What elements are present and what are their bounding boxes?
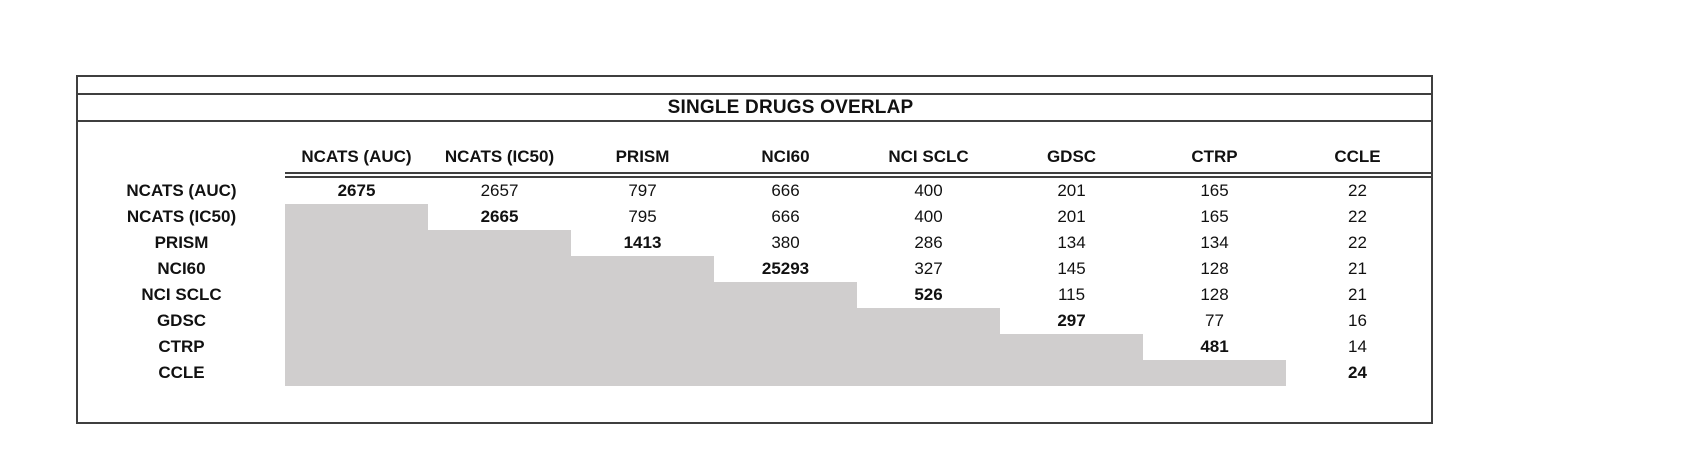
- column-header-2: NCATS (IC50): [444, 147, 555, 166]
- matrix-cell: 134: [1057, 233, 1086, 252]
- matrix-cell-empty: [428, 360, 571, 386]
- matrix-cell-empty: [1000, 360, 1143, 386]
- matrix-cell: 22: [1348, 181, 1367, 200]
- column-header-7: CTRP: [1191, 147, 1238, 166]
- header-row: NCATS (AUC) NCATS (IC50) PRISM NCI60 NCI SCL…: [78, 122, 1431, 172]
- matrix-cell-empty: [285, 282, 428, 308]
- matrix-cell: 22: [1348, 207, 1367, 226]
- table-row: NCATS (IC50) 2665 795 666 400 201 165 22: [78, 204, 1431, 230]
- row-label: CTRP: [158, 337, 205, 356]
- matrix-cell: 400: [914, 181, 943, 200]
- matrix-cell-empty: [285, 256, 428, 282]
- matrix-cell: 286: [914, 233, 943, 252]
- matrix-cell: 128: [1200, 285, 1229, 304]
- row-label: GDSC: [156, 311, 207, 330]
- matrix-cell: 400: [914, 207, 943, 226]
- matrix-cell-empty: [285, 334, 428, 360]
- matrix-cell: 666: [771, 181, 800, 200]
- matrix-cell-empty: [1000, 334, 1143, 360]
- table-row: NCI60 25293 327 145 128 21: [78, 256, 1431, 282]
- matrix-cell-empty: [428, 230, 571, 256]
- matrix-cell-empty: [857, 334, 1000, 360]
- matrix-cell-diagonal: 297: [1057, 311, 1086, 330]
- column-header-8: CCLE: [1334, 147, 1381, 166]
- matrix-cell-empty: [714, 308, 857, 334]
- matrix-cell: 115: [1057, 285, 1086, 304]
- matrix-cell: 165: [1200, 181, 1229, 200]
- matrix-cell-empty: [285, 360, 428, 386]
- table-row: CCLE 24: [78, 360, 1431, 386]
- column-header-3: PRISM: [615, 147, 670, 166]
- matrix-cell-empty: [571, 282, 714, 308]
- row-label: NCATS (AUC): [126, 181, 237, 200]
- overlap-table: SINGLE DRUGS OVERLAP NCATS (AUC) NCATS (I…: [76, 75, 1433, 424]
- matrix-body: NCATS (AUC) 2675 2657 797 666 400 201 165 22 NCAT…: [78, 178, 1431, 386]
- matrix-cell: 201: [1057, 207, 1086, 226]
- matrix-cell-empty: [428, 256, 571, 282]
- row-label: PRISM: [154, 233, 209, 252]
- matrix-cell: 77: [1205, 311, 1224, 330]
- row-label: NCI SCLC: [141, 285, 222, 304]
- matrix-cell: 165: [1200, 207, 1229, 226]
- table-row: CTRP 481 14: [78, 334, 1431, 360]
- matrix-cell: 145: [1057, 259, 1086, 278]
- matrix-cell-empty: [857, 308, 1000, 334]
- table-row: PRISM 1413 380 286 134 134 22: [78, 230, 1431, 256]
- overlap-matrix: NCATS (AUC) NCATS (IC50) PRISM NCI60 NCI SCL…: [78, 122, 1431, 386]
- top-spacer-row: [78, 77, 1431, 95]
- matrix-cell: 22: [1348, 233, 1367, 252]
- matrix-cell: 327: [914, 259, 943, 278]
- matrix-cell-empty: [428, 282, 571, 308]
- matrix-cell: 797: [628, 181, 657, 200]
- matrix-cell-empty: [714, 360, 857, 386]
- matrix-cell-diagonal: 2665: [480, 207, 519, 226]
- matrix-cell-diagonal: 526: [914, 285, 943, 304]
- matrix-cell-empty: [714, 334, 857, 360]
- table-row: GDSC 297 77 16: [78, 308, 1431, 334]
- matrix-cell: 21: [1348, 285, 1367, 304]
- matrix-cell: 134: [1200, 233, 1229, 252]
- matrix-cell-empty: [285, 204, 428, 230]
- matrix-cell-empty: [714, 282, 857, 308]
- matrix-cell-empty: [571, 256, 714, 282]
- row-label: CCLE: [158, 363, 205, 382]
- matrix-cell-empty: [428, 308, 571, 334]
- matrix-cell-diagonal: 24: [1348, 363, 1367, 382]
- matrix-cell: 666: [771, 207, 800, 226]
- matrix-cell: 201: [1057, 181, 1086, 200]
- matrix-cell-empty: [857, 360, 1000, 386]
- matrix-cell: 795: [628, 207, 657, 226]
- column-header-4: NCI60: [761, 147, 810, 166]
- column-header-6: GDSC: [1046, 147, 1097, 166]
- matrix-cell: 21: [1348, 259, 1367, 278]
- row-label: NCI60: [157, 259, 206, 278]
- table-title: SINGLE DRUGS OVERLAP: [78, 95, 1431, 122]
- matrix-cell-diagonal: 1413: [623, 233, 662, 252]
- matrix-cell: 16: [1348, 311, 1367, 330]
- matrix-cell-empty: [285, 230, 428, 256]
- matrix-cell: 128: [1200, 259, 1229, 278]
- matrix-cell-diagonal: 25293: [761, 259, 810, 278]
- matrix-cell-empty: [428, 334, 571, 360]
- matrix-cell-empty: [1143, 360, 1286, 386]
- column-header-1: NCATS (AUC): [301, 147, 412, 166]
- table-row: NCI SCLC 526 115 128 21: [78, 282, 1431, 308]
- matrix-cell-diagonal: 2675: [337, 181, 376, 200]
- matrix-cell-empty: [571, 308, 714, 334]
- matrix-cell-empty: [571, 334, 714, 360]
- matrix-cell-empty: [571, 360, 714, 386]
- table-row: NCATS (AUC) 2675 2657 797 666 400 201 165 22: [78, 178, 1431, 204]
- matrix-cell-diagonal: 481: [1200, 337, 1229, 356]
- column-header-5: NCI SCLC: [888, 147, 969, 166]
- matrix-cell: 2657: [480, 181, 519, 200]
- matrix-cell: 380: [771, 233, 800, 252]
- matrix-cell-empty: [285, 308, 428, 334]
- matrix-cell: 14: [1348, 337, 1367, 356]
- row-label: NCATS (IC50): [126, 207, 237, 226]
- header-underline: [285, 172, 1431, 178]
